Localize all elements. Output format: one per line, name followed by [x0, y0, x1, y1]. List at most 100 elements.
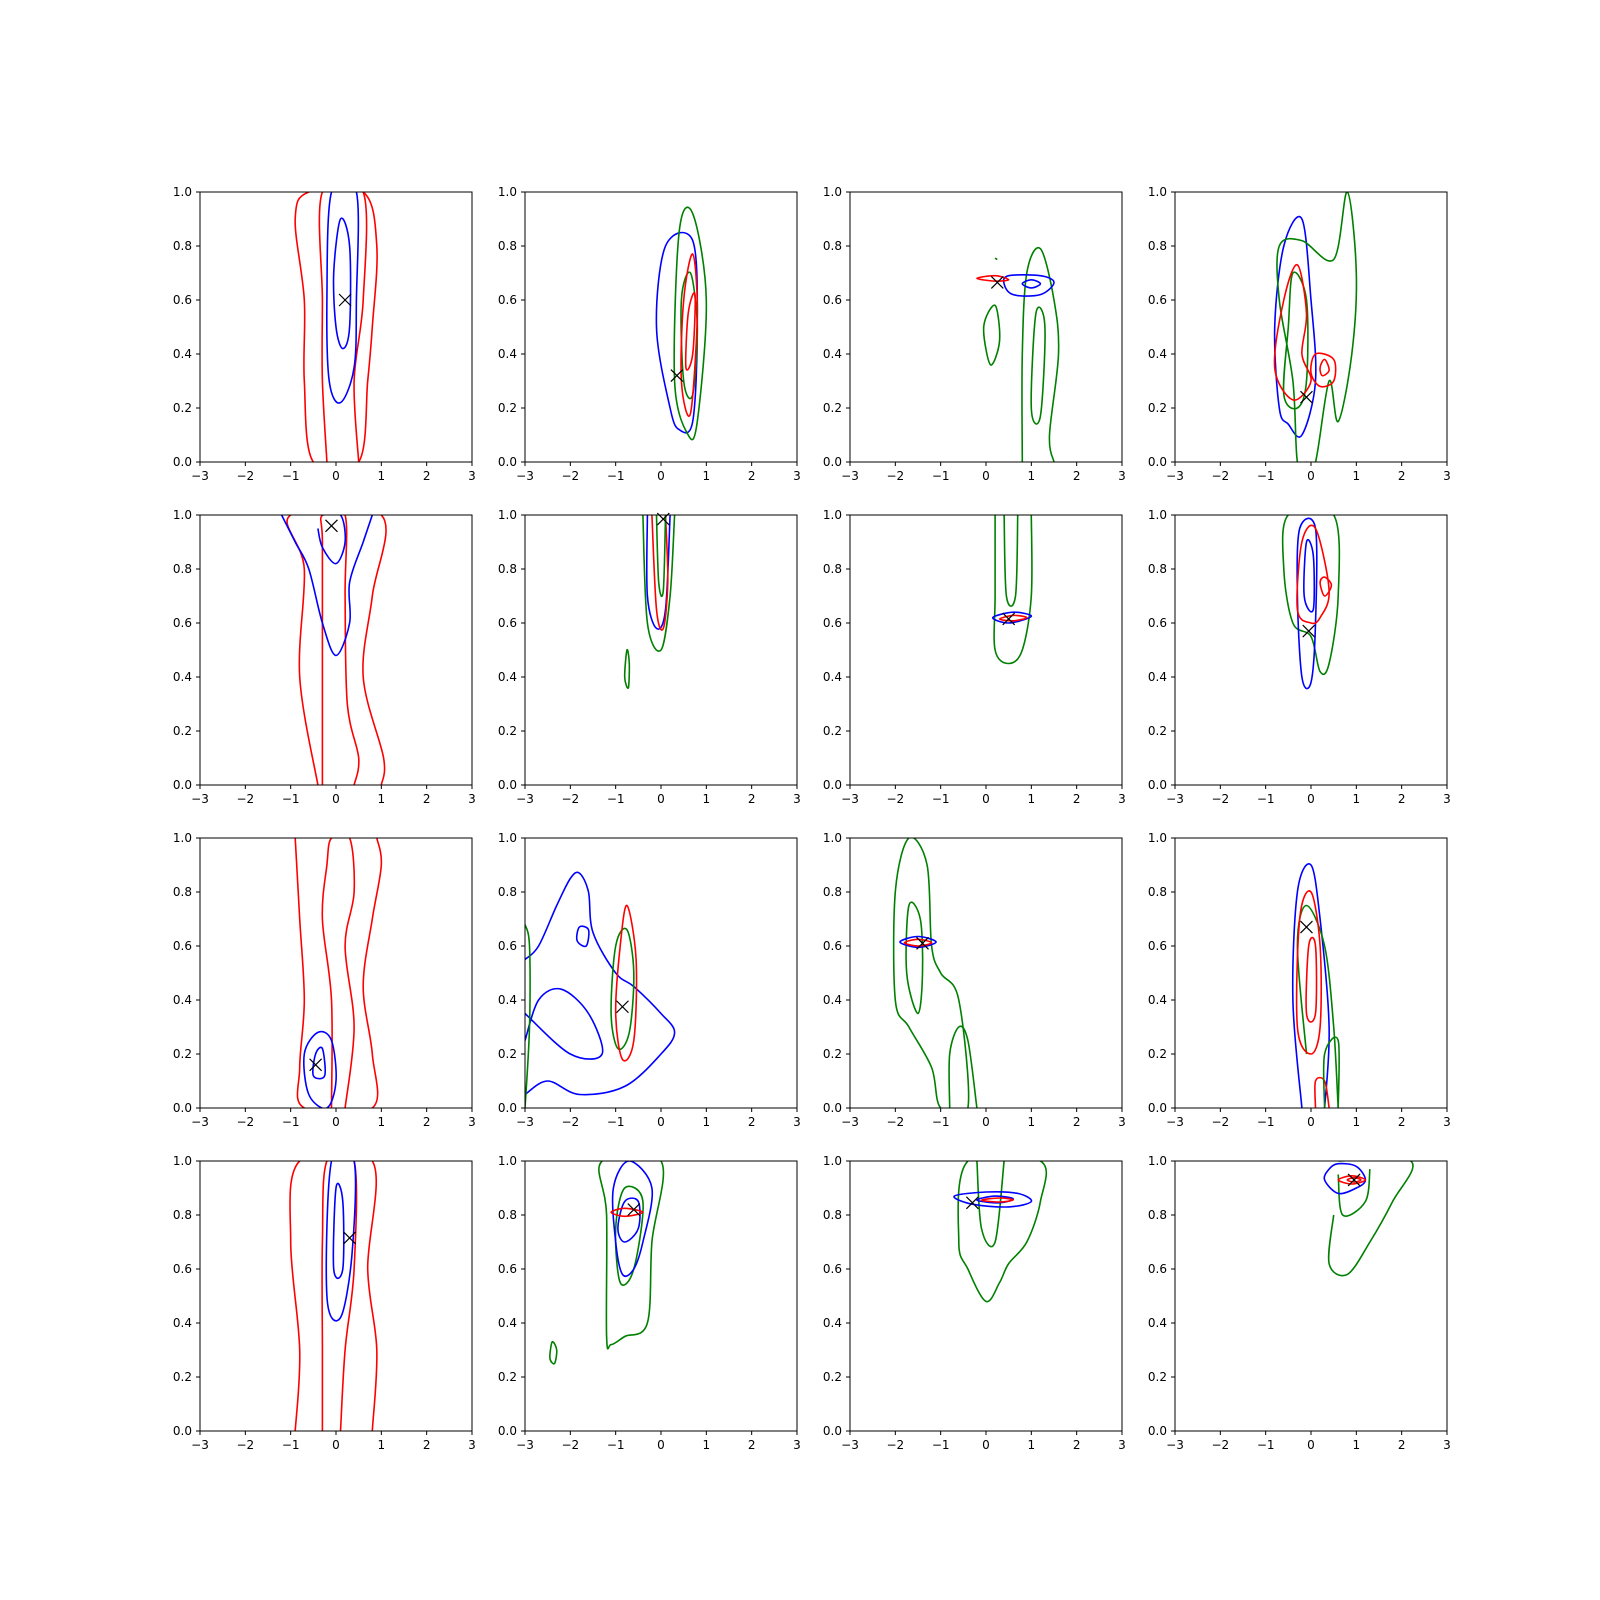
x-tick-label: −3	[841, 792, 859, 806]
x-tick-label: 2	[1398, 1438, 1406, 1452]
red-contour-1	[286, 515, 387, 785]
x-tick-label: −2	[236, 1115, 254, 1129]
x-tick-label: 0	[982, 1115, 990, 1129]
x-tick-label: −1	[1257, 792, 1275, 806]
y-tick-label: 0.0	[1148, 778, 1167, 792]
x-tick-label: 1	[1028, 1438, 1036, 1452]
green-contour-2	[1030, 306, 1046, 425]
red-contour-3	[1295, 890, 1323, 1055]
y-tick-label: 0.8	[173, 239, 192, 253]
marker-x	[965, 1196, 979, 1210]
x-tick-label: −2	[1211, 792, 1229, 806]
x-tick-label: 1	[378, 1115, 386, 1129]
x-tick-label: 3	[793, 1115, 801, 1129]
red-contour-6	[614, 904, 638, 1062]
y-tick-label: 0.4	[173, 670, 192, 684]
green-contour-6	[1322, 1036, 1341, 1108]
marker-x	[1302, 624, 1316, 638]
y-tick-label: 0.2	[823, 1047, 842, 1061]
x-tick-label: 0	[657, 792, 665, 806]
x-tick-label: −1	[282, 792, 300, 806]
y-tick-label: 0.4	[498, 1316, 517, 1330]
subplot-1-1: −3 −2 −1 0 1 2 3 0.0 0.2 0.4 0.6 0.8 1.0	[173, 185, 476, 483]
y-tick-label: 0.8	[173, 1208, 192, 1222]
x-tick-label: 3	[1118, 469, 1126, 483]
axes-frame	[1174, 837, 1448, 1109]
blue-contour-3	[575, 925, 590, 948]
red-contour-1	[294, 838, 383, 1108]
green-contour-1	[1327, 1161, 1414, 1277]
green-contour-1	[993, 515, 1033, 665]
x-tick-label: −3	[516, 469, 534, 483]
y-tick-label: 0.2	[173, 1047, 192, 1061]
red-contour-2	[318, 192, 368, 462]
green-contour-1	[1021, 246, 1060, 462]
x-tick-label: 1	[703, 792, 711, 806]
green-contour-3	[948, 1025, 978, 1108]
y-tick-label: 0.6	[173, 939, 192, 953]
x-tick-label: −3	[516, 1115, 534, 1129]
x-tick-label: 2	[1073, 792, 1081, 806]
x-tick-label: 2	[423, 469, 431, 483]
x-tick-label: −3	[191, 792, 209, 806]
blue-contour-3	[326, 192, 360, 404]
x-tick-label: 3	[468, 1115, 476, 1129]
blue-contour-4	[976, 1195, 1015, 1204]
y-tick-label: 1.0	[1148, 508, 1167, 522]
x-tick-label: 1	[1353, 792, 1361, 806]
x-tick-label: −1	[607, 1115, 625, 1129]
green-contour-4	[994, 257, 998, 261]
contour-lines	[289, 1161, 378, 1431]
y-tick-label: 1.0	[498, 185, 517, 199]
y-tick-label: 1.0	[498, 831, 517, 845]
y-tick-label: 0.8	[823, 1208, 842, 1222]
x-tick-label: 3	[793, 1438, 801, 1452]
red-contour-4	[1319, 576, 1333, 597]
blue-contour-3	[1323, 1162, 1367, 1195]
y-tick-label: 0.6	[823, 616, 842, 630]
green-contour-2	[1337, 1168, 1371, 1217]
y-tick-label: 0.8	[173, 562, 192, 576]
x-tick-label: 2	[1073, 469, 1081, 483]
x-tick-label: −3	[516, 792, 534, 806]
red-contour-2	[321, 1161, 358, 1431]
red-contour-5	[1314, 1076, 1330, 1108]
x-tick-label: −1	[607, 469, 625, 483]
axes-frame	[849, 514, 1123, 786]
blue-contour-3	[303, 1030, 337, 1108]
x-tick-label: 0	[982, 792, 990, 806]
y-tick-label: 0.6	[1148, 293, 1167, 307]
subplot-1-3: −3 −2 −1 0 1 2 3 0.0 0.2 0.4 0.6 0.8 1.0	[823, 185, 1126, 483]
y-tick-label: 0.2	[498, 401, 517, 415]
x-tick-label: −1	[607, 792, 625, 806]
y-tick-label: 1.0	[173, 1154, 192, 1168]
marker-x	[616, 1000, 629, 1014]
x-tick-label: 1	[1028, 792, 1036, 806]
y-tick-label: 0.2	[1148, 401, 1167, 415]
x-tick-label: 0	[332, 1115, 340, 1129]
y-tick-label: 0.4	[823, 347, 842, 361]
y-tick-label: 1.0	[823, 1154, 842, 1168]
subplot-2-1: −3 −2 −1 0 1 2 3 0.0 0.2 0.4 0.6 0.8 1.0	[173, 508, 476, 806]
axes-frame	[524, 1160, 798, 1432]
x-tick-label: −3	[516, 1438, 534, 1452]
contour-lines	[976, 246, 1060, 462]
green-contour-3	[549, 1340, 558, 1365]
green-contour-1	[957, 1161, 1048, 1303]
x-tick-label: 0	[332, 469, 340, 483]
blue-contour-5	[1002, 274, 1055, 297]
y-tick-label: 1.0	[173, 185, 192, 199]
blue-contour-3	[325, 1161, 357, 1322]
x-tick-label: 1	[1353, 469, 1361, 483]
marker-x	[1347, 1173, 1361, 1187]
contour-lines	[1291, 863, 1341, 1108]
y-tick-label: 0.0	[498, 1101, 517, 1115]
x-tick-label: 0	[1307, 1115, 1315, 1129]
blue-contour-1	[655, 231, 699, 434]
y-tick-label: 0.8	[498, 1208, 517, 1222]
x-tick-label: 3	[1118, 1438, 1126, 1452]
subplot-2-3: −3 −2 −1 0 1 2 3 0.0 0.2 0.4 0.6 0.8 1.0	[823, 508, 1126, 806]
y-tick-label: 0.8	[823, 239, 842, 253]
y-tick-label: 0.2	[1148, 1370, 1167, 1384]
blue-contour-4	[332, 217, 352, 350]
